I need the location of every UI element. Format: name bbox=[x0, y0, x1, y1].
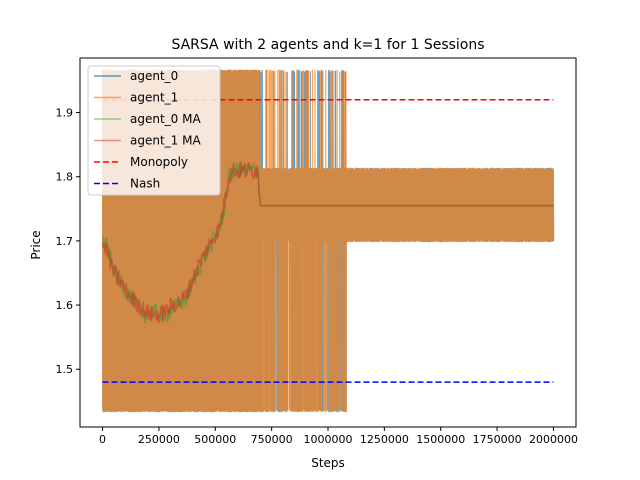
x-tick-label: 1500000 bbox=[416, 433, 465, 446]
y-axis-label: Price bbox=[29, 230, 43, 259]
x-tick-label: 250000 bbox=[138, 433, 180, 446]
x-tick-label: 1000000 bbox=[304, 433, 353, 446]
y-tick-label: 1.5 bbox=[56, 363, 74, 376]
legend-label: agent_1 bbox=[130, 91, 178, 105]
x-tick-label: 750000 bbox=[251, 433, 293, 446]
legend-label: Monopoly bbox=[130, 155, 188, 169]
legend-label: agent_0 MA bbox=[130, 112, 201, 126]
legend-label: Nash bbox=[130, 177, 160, 191]
series-agent_1-MA-line bbox=[101, 161, 554, 324]
x-tick-label: 1750000 bbox=[473, 433, 522, 446]
x-axis-label: Steps bbox=[311, 456, 345, 470]
legend: agent_0 agent_1 agent_0 MA agent_1 MA Monopo… bbox=[87, 65, 221, 196]
y-tick-label: 1.8 bbox=[56, 171, 74, 184]
chart-title: SARSA with 2 agents and k=1 for 1 Sessio… bbox=[171, 37, 484, 53]
legend-label: agent_0 bbox=[130, 69, 178, 83]
x-tick-label: 2000000 bbox=[529, 433, 578, 446]
y-tick-label: 1.7 bbox=[56, 235, 74, 248]
legend-label: agent_1 MA bbox=[130, 134, 201, 148]
x-tick-label: 1250000 bbox=[360, 433, 409, 446]
x-tick-label: 500000 bbox=[194, 433, 236, 446]
y-tick-label: 1.9 bbox=[56, 107, 74, 120]
axes: 0 250000 500000 750000 1000000 1250000 1500000… bbox=[56, 57, 578, 446]
x-tick-label: 0 bbox=[99, 433, 106, 446]
y-tick-label: 1.6 bbox=[56, 299, 74, 312]
